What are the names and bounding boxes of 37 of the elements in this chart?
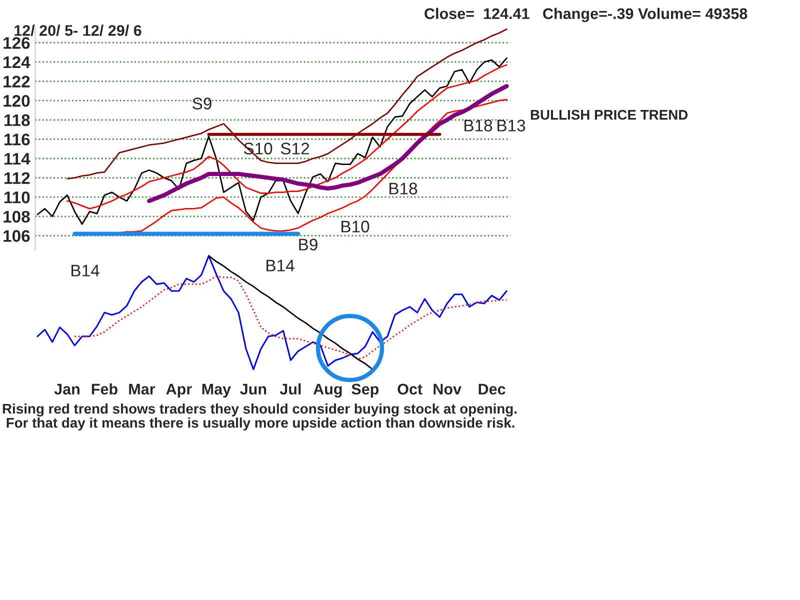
x-tick-label: Aug xyxy=(313,384,342,398)
y-tick-label: 118 xyxy=(4,114,30,126)
annotation: B18 xyxy=(390,182,418,194)
chart-subtitle: 12/ 20/ 5- 12/ 29/ 6 xyxy=(14,24,142,36)
annotation: B14 xyxy=(266,260,294,272)
text: Rising red trend shows traders they should consider buying stock at opening. xyxy=(2,403,517,417)
y-tick-label: 120 xyxy=(4,94,30,107)
x-tick-label: Mar xyxy=(129,384,156,395)
text: For that day it means there is usually more upside action than downside risk. xyxy=(6,418,514,430)
x-tick-label: Jan xyxy=(54,384,80,395)
y-tick-label: 108 xyxy=(4,210,30,223)
x-tick-label: Jul xyxy=(280,383,301,395)
y-tick-label: 126 xyxy=(4,37,30,49)
y-tick-label: 124 xyxy=(4,56,30,68)
y-tick-label: 114 xyxy=(4,153,30,165)
annotation: B18 xyxy=(464,120,492,132)
y-tick-label: 116 xyxy=(4,134,30,146)
annotation: B9 xyxy=(299,238,318,250)
x-tick-label: May xyxy=(202,384,231,398)
x-tick-label: Sep xyxy=(352,384,379,398)
annotation: S12 xyxy=(280,142,309,154)
x-tick-label: Dec xyxy=(478,384,506,395)
annotation: B14 xyxy=(72,264,100,276)
annotation: B10 xyxy=(342,220,370,232)
x-tick-label: Jun xyxy=(240,384,266,395)
x-tick-label: Feb xyxy=(92,383,118,395)
y-tick-label: 110 xyxy=(4,192,30,204)
x-tick-label: Nov xyxy=(434,384,462,395)
x-tick-label: Oct xyxy=(398,384,422,395)
text: BULLISH PRICE TREND xyxy=(530,110,688,120)
text: Close= 124.41 Change=-.39 Volume= 49358 xyxy=(424,8,748,22)
y-tick-label: 106 xyxy=(4,230,30,242)
y-tick-label: 112 xyxy=(4,172,30,184)
annotation: B13 xyxy=(498,120,526,132)
y-tick-label: 122 xyxy=(4,76,30,88)
x-tick-label: Apr xyxy=(166,384,192,398)
annotation: S9 xyxy=(192,98,212,110)
